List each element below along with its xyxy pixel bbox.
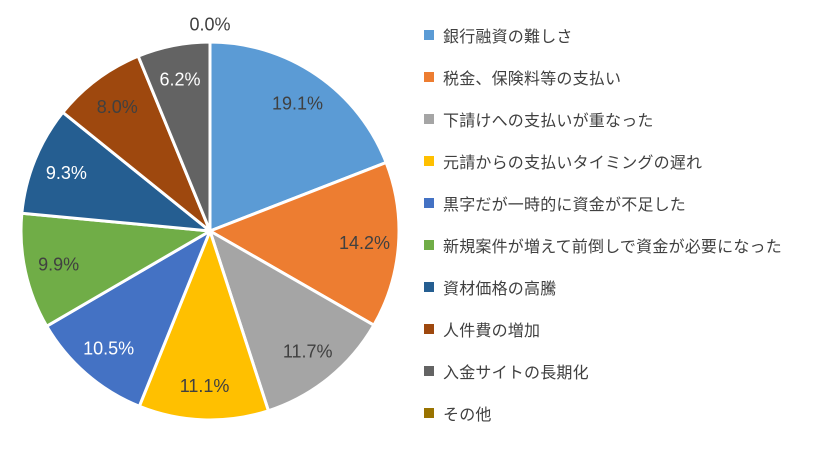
legend-item: 資材価格の高騰 <box>424 266 834 308</box>
legend-swatch-icon <box>424 72 434 82</box>
legend-item: 税金、保険料等の支払い <box>424 56 834 98</box>
legend-label: 人件費の増加 <box>443 323 541 340</box>
percent-label: 10.5% <box>83 339 134 359</box>
legend-swatch-icon <box>424 366 434 376</box>
legend-swatch-icon <box>424 114 434 124</box>
legend-item: その他 <box>424 392 834 434</box>
pie-slice <box>136 40 212 233</box>
pie-slice <box>208 229 376 413</box>
legend-item: 人件費の増加 <box>424 308 834 350</box>
pie-slice <box>45 229 212 408</box>
percent-label: 14.2% <box>339 233 390 253</box>
legend-swatch-icon <box>424 156 434 166</box>
pie-slice <box>61 54 212 233</box>
percent-label: 19.1% <box>272 93 323 113</box>
chart-legend: 銀行融資の難しさ税金、保険料等の支払い下請けへの支払いが重なった元請からの支払い… <box>424 14 834 434</box>
percent-label: 11.7% <box>283 342 333 362</box>
legend-item: 新規案件が増えて前倒しで資金が必要になった <box>424 224 834 266</box>
legend-swatch-icon <box>424 408 434 418</box>
legend-label: 黒字だが一時的に資金が不足した <box>443 197 687 214</box>
outside-percent-label: 0.0% <box>189 14 230 34</box>
legend-swatch-icon <box>424 282 434 292</box>
pie-slice <box>208 161 401 327</box>
percent-label: 11.1% <box>180 376 230 396</box>
legend-label: 税金、保険料等の支払い <box>443 71 622 88</box>
percent-label: 6.2% <box>159 69 200 89</box>
legend-swatch-icon <box>424 324 434 334</box>
legend-label: 資材価格の高騰 <box>443 281 557 298</box>
legend-swatch-icon <box>424 30 434 40</box>
legend-item: 元請からの支払いタイミングの遅れ <box>424 140 834 182</box>
pie-slice <box>19 211 212 328</box>
legend-item: 下請けへの支払いが重なった <box>424 98 834 140</box>
percent-label: 9.3% <box>46 163 87 183</box>
legend-label: その他 <box>443 407 492 424</box>
legend-label: 新規案件が増えて前倒しで資金が必要になった <box>443 239 782 256</box>
legend-label: 入金サイトの長期化 <box>443 365 589 382</box>
percent-label: 9.9% <box>38 255 79 275</box>
legend-swatch-icon <box>424 240 434 250</box>
legend-item: 銀行融資の難しさ <box>424 14 834 56</box>
pie-slice <box>137 229 270 422</box>
percent-label: 8.0% <box>97 97 138 117</box>
legend-label: 銀行融資の難しさ <box>443 29 573 46</box>
legend-item: 入金サイトの長期化 <box>424 350 834 392</box>
legend-swatch-icon <box>424 198 434 208</box>
legend-item: 黒字だが一時的に資金が不足した <box>424 182 834 224</box>
pie-slice <box>20 110 212 233</box>
pie-chart: 19.1% 14.2% 11.7% 11.1% 10.5% 9.9% 9.3% 8.0% 6.2… <box>19 14 401 422</box>
legend-label: 下請けへの支払いが重なった <box>443 113 654 130</box>
legend-label: 元請からの支払いタイミングの遅れ <box>443 155 703 172</box>
pie-slice <box>208 40 388 233</box>
